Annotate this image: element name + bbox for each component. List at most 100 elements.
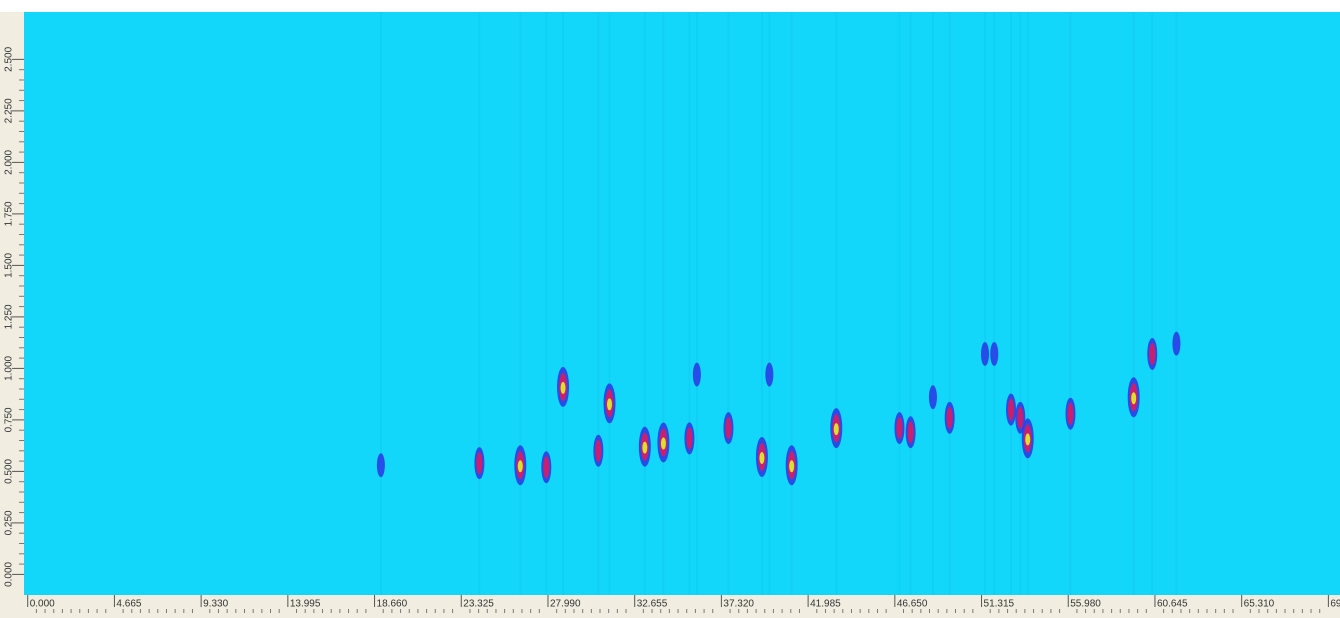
peak-outer — [692, 362, 701, 387]
peak-mid — [907, 421, 914, 444]
peak-mid — [896, 417, 903, 440]
x-tick-label: 27.990 — [550, 599, 581, 610]
peak — [980, 341, 989, 366]
peak — [684, 422, 695, 455]
peak — [944, 401, 955, 434]
streak — [545, 12, 548, 595]
streak — [478, 12, 481, 595]
peak-mid — [1017, 406, 1024, 429]
x-tick-label: 4.665 — [116, 599, 141, 610]
peak — [928, 385, 937, 410]
peak-core — [642, 441, 648, 454]
x-tick-label: 23.325 — [463, 599, 494, 610]
y-tick-label: 1.250 — [4, 304, 15, 329]
x-tick-label: 32.655 — [637, 599, 668, 610]
peak — [1015, 401, 1026, 434]
streak — [909, 12, 912, 595]
y-tick-label: 0.250 — [4, 510, 15, 535]
peak — [785, 445, 798, 486]
x-tick-label: 69.975 — [1330, 599, 1340, 610]
peak-core — [1131, 392, 1137, 405]
streak — [760, 12, 763, 595]
x-tick-label: 41.985 — [810, 599, 841, 610]
y-tick-label: 0.500 — [4, 458, 15, 483]
peak — [1021, 418, 1034, 459]
peak-core — [789, 460, 795, 473]
peak — [557, 366, 570, 407]
streak — [1151, 12, 1154, 595]
peak — [657, 422, 670, 463]
streak — [993, 12, 996, 595]
peak — [593, 434, 604, 467]
peak — [692, 362, 701, 387]
peak-core — [833, 423, 839, 436]
x-tick-label: 46.650 — [897, 599, 928, 610]
peak — [755, 436, 768, 477]
peak — [638, 426, 651, 467]
streak — [1175, 12, 1178, 595]
peak-mid — [1067, 402, 1074, 425]
peak — [376, 453, 385, 478]
peak-mid — [725, 417, 732, 440]
peak — [990, 341, 999, 366]
peak — [723, 412, 734, 445]
peak — [1147, 337, 1158, 370]
streak — [662, 12, 665, 595]
x-tick-label: 13.995 — [290, 599, 321, 610]
streak — [562, 12, 565, 595]
peak — [603, 383, 616, 424]
peak-core — [759, 451, 765, 464]
peak-core — [517, 460, 523, 473]
peak-outer — [990, 341, 999, 366]
peak-outer — [980, 341, 989, 366]
streak — [1019, 12, 1022, 595]
y-tick-label: 1.000 — [4, 355, 15, 380]
streak — [519, 12, 522, 595]
x-tick-label: 37.320 — [723, 599, 754, 610]
y-ruler — [0, 12, 24, 618]
x-tick-label: 9.330 — [203, 599, 228, 610]
streak — [688, 12, 691, 595]
peak-core — [607, 398, 613, 411]
peak-mid — [1149, 342, 1156, 365]
plot-background — [24, 12, 1340, 595]
x-tick-label: 60.645 — [1157, 599, 1188, 610]
streak — [790, 12, 793, 595]
streak — [835, 12, 838, 595]
peak-outer — [1172, 331, 1181, 356]
x-tick-label: 0.000 — [30, 599, 55, 610]
peak — [830, 408, 843, 449]
peak-mid — [476, 452, 483, 475]
peak-core — [1025, 433, 1031, 446]
peak — [1006, 393, 1016, 426]
streak — [768, 12, 771, 595]
peak — [765, 362, 774, 387]
x-tick-label: 18.660 — [377, 599, 408, 610]
streak — [643, 12, 646, 595]
y-tick-label: 1.500 — [4, 252, 15, 277]
x-tick-label: 55.980 — [1070, 599, 1101, 610]
peak — [1127, 377, 1140, 418]
peak-mid — [1007, 398, 1015, 421]
streak — [1132, 12, 1135, 595]
streak — [727, 12, 730, 595]
peak-outer — [765, 362, 774, 387]
peak-mid — [946, 406, 953, 429]
streak — [608, 12, 611, 595]
x-tick-label: 65.310 — [1244, 599, 1275, 610]
peak-mid — [686, 427, 693, 450]
y-tick-label: 2.250 — [4, 98, 15, 123]
streak — [1026, 12, 1029, 595]
peak — [1172, 331, 1181, 356]
peak-core — [560, 381, 566, 394]
y-tick-label: 0.750 — [4, 407, 15, 432]
streak — [1010, 12, 1012, 595]
peak — [1065, 397, 1076, 430]
y-tick-label: 0.000 — [4, 561, 15, 586]
streak — [379, 12, 382, 595]
peak-outer — [376, 453, 385, 478]
streak — [695, 12, 698, 595]
y-tick-label: 1.750 — [4, 201, 15, 226]
peak — [474, 447, 485, 480]
